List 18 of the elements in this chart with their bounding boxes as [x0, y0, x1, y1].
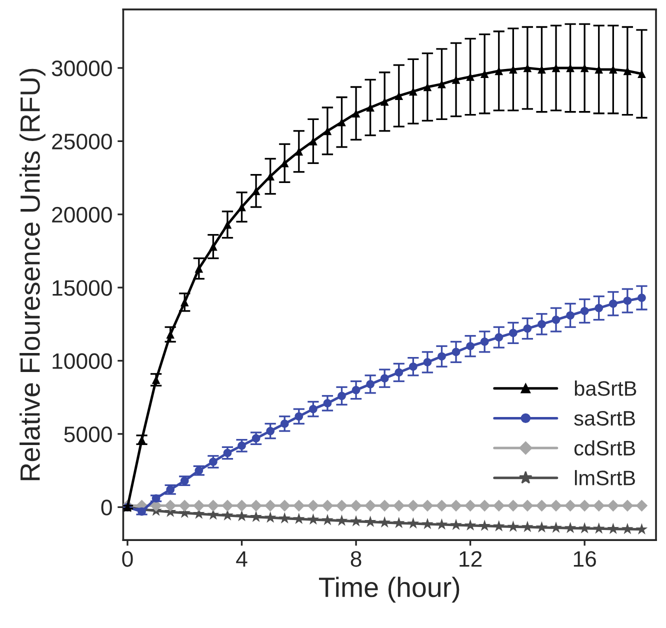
y-tick-label: 30000	[52, 60, 112, 76]
x-tick-label: 4	[236, 551, 248, 567]
x-tick-label: 12	[460, 551, 482, 567]
y-tick-label: 5000	[64, 426, 112, 442]
x-axis-title: Time (hour)	[318, 576, 460, 603]
legend-label: baSrtB	[574, 380, 636, 396]
legend-label: cdSrtB	[574, 440, 635, 456]
y-tick-label: 20000	[52, 206, 112, 223]
y-tick-label: 25000	[52, 134, 112, 150]
y-tick-label: 10000	[52, 353, 112, 370]
x-tick-label: 8	[350, 551, 362, 567]
legend-label: lmSrtB	[574, 470, 635, 486]
y-tick-label: 15000	[52, 280, 112, 296]
y-tick-label: 0	[101, 500, 112, 516]
x-tick-label: 16	[574, 551, 596, 567]
legend-label: saSrtB	[574, 410, 635, 426]
x-tick-label: 0	[122, 551, 133, 567]
y-axis-title: Relative Flouresence Units (RFU)	[20, 68, 46, 480]
